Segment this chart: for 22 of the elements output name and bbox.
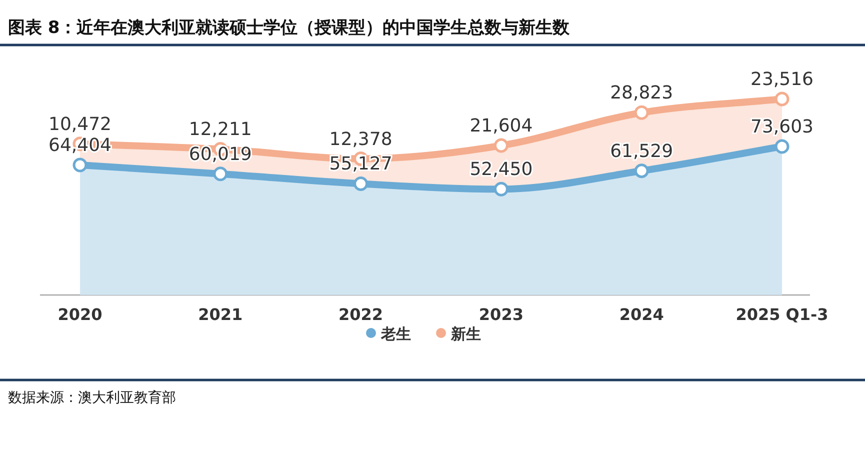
data-label: 10,472 xyxy=(48,114,112,135)
data-label: 60,019 xyxy=(188,144,252,165)
data-label: 21,604 xyxy=(470,116,533,137)
data-label: 64,404 xyxy=(48,135,112,156)
x-tick-label: 2021 xyxy=(198,305,243,324)
x-tick-label: 2020 xyxy=(58,305,102,324)
data-label: 12,378 xyxy=(329,128,392,150)
data-label: 55,127 xyxy=(329,154,392,175)
data-label: 23,516 xyxy=(750,69,814,90)
data-label: 28,823 xyxy=(610,82,674,104)
x-tick-label: 2025 Q1-3 xyxy=(736,305,828,324)
legend-label: 老生 xyxy=(380,325,411,343)
x-tick-label: 2022 xyxy=(338,305,384,324)
x-tick-label: 2023 xyxy=(478,305,524,324)
source-note: 数据来源：澳大利亚教育部 xyxy=(8,389,176,406)
legend-label: 新生 xyxy=(450,325,481,343)
data-label: 52,450 xyxy=(470,159,533,180)
data-label: 12,211 xyxy=(188,119,252,140)
x-tick-label: 2024 xyxy=(619,305,664,324)
data-label: 73,603 xyxy=(750,116,814,138)
data-label: 61,529 xyxy=(610,140,674,162)
chart-title: 图表 8：近年在澳大利亚就读硕士学位（授课型）的中国学生总数与新生数 xyxy=(8,18,571,38)
